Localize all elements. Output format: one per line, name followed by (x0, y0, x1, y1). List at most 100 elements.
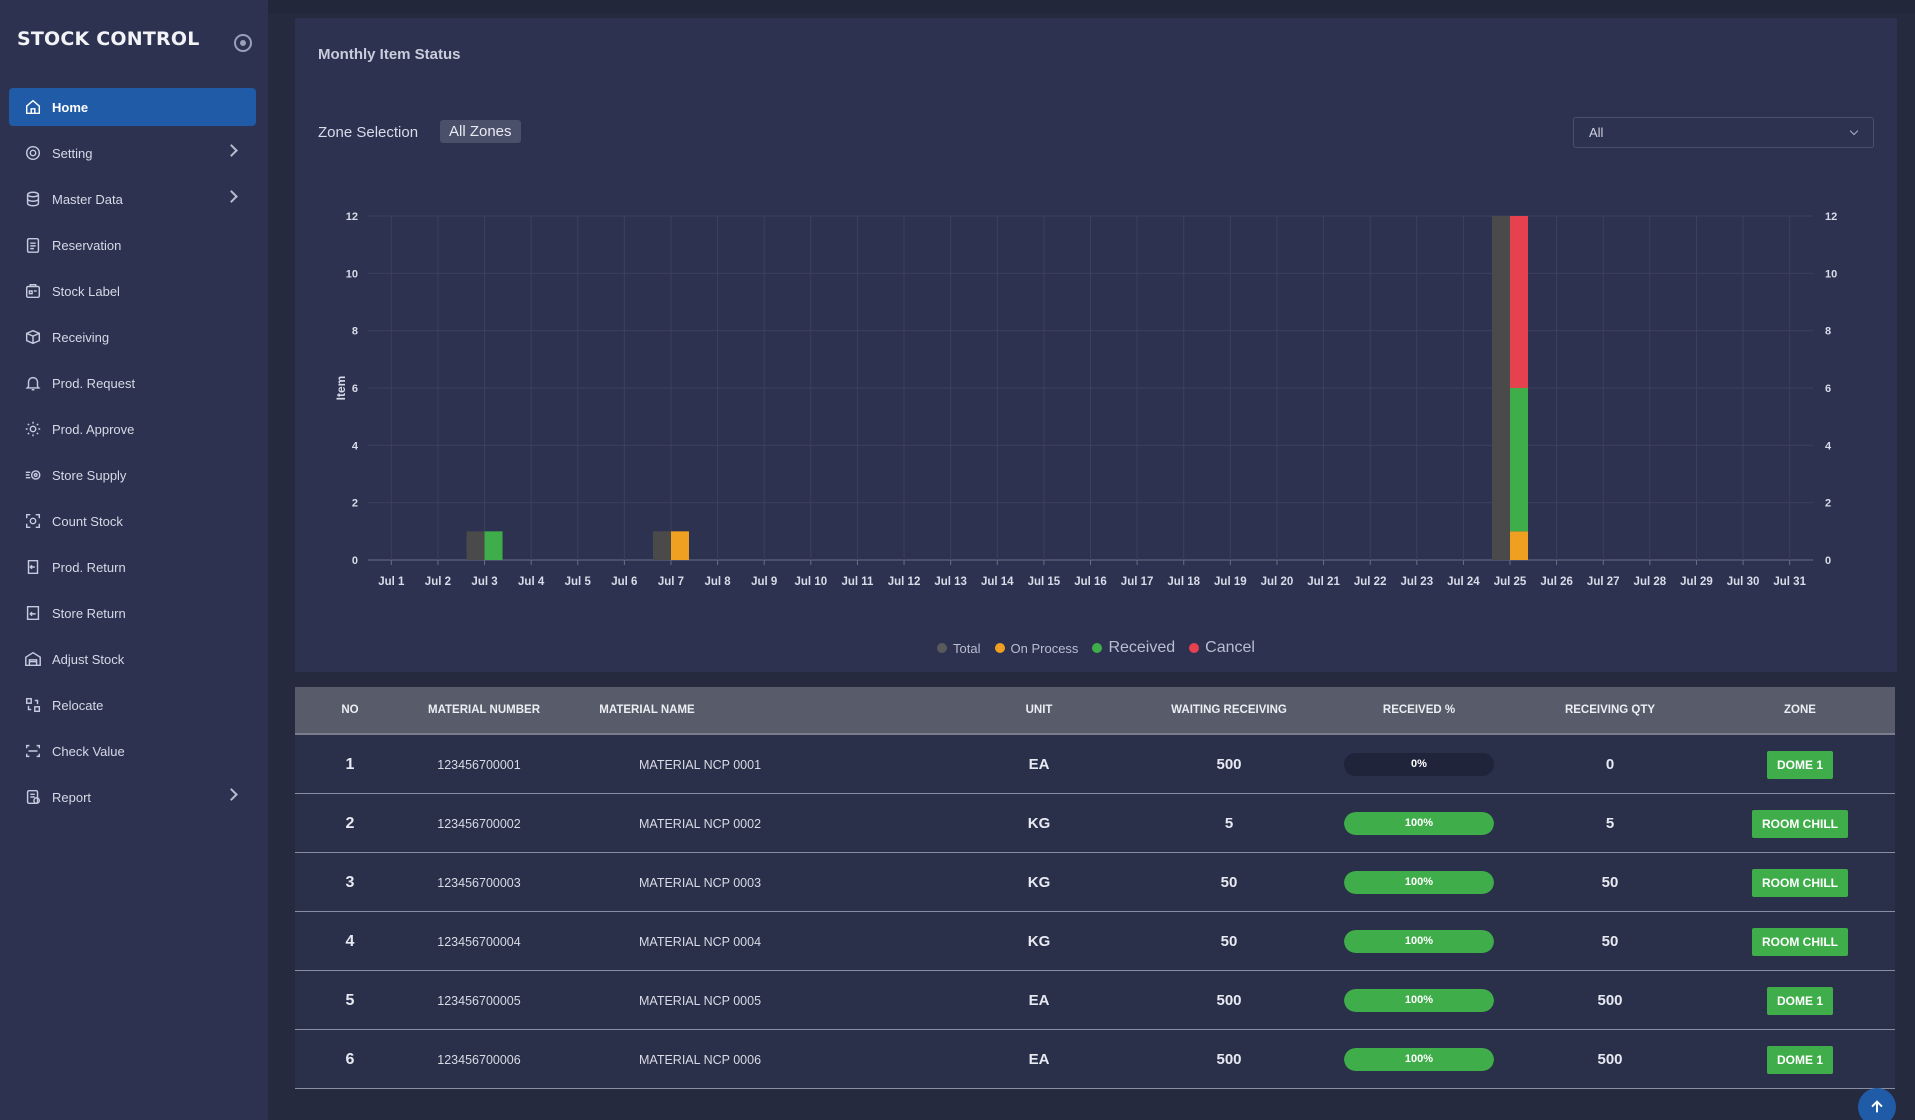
sidebar-toggle-icon[interactable] (234, 34, 252, 52)
table-row[interactable]: 2 123456700002 MATERIAL NCP 0002 KG 5 100% 5 RO… (295, 794, 1895, 853)
cell-received-percent: 0% (1324, 735, 1514, 794)
cell-no: 6 (345, 1050, 355, 1068)
progress-label: 100% (1404, 935, 1434, 947)
clipboard-icon (23, 235, 43, 255)
received-progress-bar: 100% (1344, 989, 1494, 1012)
scan-icon (23, 511, 43, 531)
y-tick-label: 0 (352, 555, 358, 567)
y-tick-label-right: 12 (1825, 211, 1837, 223)
legend-item-on-process[interactable]: On Process (994, 641, 1078, 656)
bell-icon (23, 373, 43, 393)
table-row[interactable]: 1 123456700001 MATERIAL NCP 0001 EA 500 0% 0 DO… (295, 735, 1895, 794)
column-header-unit[interactable]: UNIT (1025, 704, 1053, 716)
sidebar-item-relocate[interactable]: Relocate (9, 686, 256, 724)
y-tick-label-right: 0 (1825, 555, 1831, 567)
bar-on-process (670, 531, 689, 560)
table-row[interactable]: 3 123456700003 MATERIAL NCP 0003 KG 50 100% 50… (295, 853, 1895, 912)
scroll-to-top-button[interactable] (1858, 1088, 1896, 1120)
column-header-zone[interactable]: ZONE (1784, 704, 1816, 716)
sidebar-item-label: Count Stock (52, 513, 123, 529)
cell-material-name: MATERIAL NCP 0001 (639, 757, 762, 772)
x-tick-label: Jul 12 (888, 576, 921, 588)
sidebar-item-master-data[interactable]: Master Data (9, 180, 256, 218)
x-tick-label: Jul 23 (1400, 576, 1433, 588)
filter-select[interactable]: All (1573, 117, 1874, 148)
zone-selection-label: Zone Selection (318, 124, 419, 141)
table-row[interactable]: 6 123456700006 MATERIAL NCP 0006 EA 500 100% 5… (295, 1030, 1895, 1089)
column-header-received[interactable]: RECEIVED % (1382, 704, 1456, 716)
sidebar-item-label: Store Supply (52, 467, 127, 483)
legend-label: Received (1108, 639, 1176, 656)
sidebar-item-adjust-stock[interactable]: Adjust Stock (9, 640, 256, 678)
y-tick-label: 8 (352, 326, 358, 338)
cell-zone: DOME 1 (1715, 971, 1885, 1030)
legend-item-cancel[interactable]: Cancel (1189, 639, 1255, 657)
zone-badge: ROOM CHILL (1752, 868, 1848, 897)
bar-total (466, 531, 485, 560)
sidebar-item-setting[interactable]: Setting (9, 134, 256, 172)
column-header-waiting-receiving[interactable]: WAITING RECEIVING (1171, 704, 1287, 716)
sidebar-item-receiving[interactable]: Receiving (9, 318, 256, 356)
table-row[interactable]: 4 123456700004 MATERIAL NCP 0004 KG 50 100% 50… (295, 912, 1895, 971)
zone-badge: DOME 1 (1766, 986, 1833, 1015)
x-tick-label: Jul 15 (1028, 576, 1061, 588)
cell-zone: ROOM CHILL (1715, 912, 1885, 971)
sidebar-item-store-supply[interactable]: Store Supply (9, 456, 256, 494)
cell-received-percent: 100% (1324, 853, 1514, 912)
cell-material-name: MATERIAL NCP 0002 (639, 816, 762, 831)
sidebar-item-stock-label[interactable]: Stock Label (9, 272, 256, 310)
zone-badge: DOME 1 (1766, 1045, 1833, 1074)
sidebar-item-reservation[interactable]: Reservation (9, 226, 256, 264)
sidebar-item-prod-return[interactable]: Prod. Return (9, 548, 256, 586)
column-header-no[interactable]: NO (341, 704, 359, 716)
legend-swatch (1092, 643, 1103, 653)
sidebar-nav: Home Setting Master Data Reservation Stock L… (9, 88, 256, 824)
column-header-receiving-qty[interactable]: RECEIVING QTY (1564, 704, 1656, 716)
database-icon (23, 189, 43, 209)
chevron-right-icon (225, 190, 238, 203)
cell-no: 1 (345, 755, 355, 773)
x-tick-label: Jul 10 (795, 576, 828, 588)
table-row[interactable]: 5 123456700005 MATERIAL NCP 0005 EA 500 100% 5… (295, 971, 1895, 1030)
sidebar-item-label: Store Return (52, 605, 126, 621)
x-tick-label: Jul 9 (751, 576, 777, 588)
progress-fill (1344, 930, 1494, 953)
sidebar-item-home[interactable]: Home (9, 88, 256, 126)
legend-item-received[interactable]: Received (1092, 639, 1175, 657)
sidebar-item-prod-request[interactable]: Prod. Request (9, 364, 256, 402)
legend-item-total[interactable]: Total (937, 641, 981, 656)
cell-material-number: 123456700006 (437, 1052, 521, 1067)
x-tick-label: Jul 1 (378, 576, 405, 588)
y-tick-label: 12 (346, 211, 358, 223)
zone-badge: DOME 1 (1766, 750, 1833, 779)
cell-receiving-qty: 500 (1597, 1051, 1623, 1068)
cell-zone: DOME 1 (1715, 735, 1885, 794)
x-tick-label: Jul 30 (1727, 576, 1760, 588)
zone-selection-chip[interactable]: All Zones (440, 120, 521, 143)
cell-material-number: 123456700005 (437, 993, 521, 1008)
cell-received-percent: 100% (1324, 1030, 1514, 1089)
progress-fill (1344, 989, 1494, 1012)
sidebar-item-check-value[interactable]: Check Value (9, 732, 256, 770)
gear-icon (23, 143, 43, 163)
column-header-material-number[interactable]: MATERIAL NUMBER (427, 704, 540, 716)
bar-total (1492, 216, 1511, 560)
sidebar-item-prod-approve[interactable]: Prod. Approve (9, 410, 256, 448)
sidebar-item-label: Reservation (52, 237, 122, 253)
x-tick-label: Jul 22 (1354, 576, 1387, 588)
legend-swatch (937, 643, 948, 653)
x-tick-label: Jul 2 (425, 576, 451, 588)
x-tick-label: Jul 26 (1540, 576, 1573, 588)
progress-label: 100% (1404, 1053, 1434, 1065)
progress-label: 100% (1404, 817, 1434, 829)
warehouse-icon (23, 649, 43, 669)
sidebar-item-report[interactable]: Report (9, 778, 256, 816)
cell-unit: KG (1027, 933, 1051, 950)
sidebar-item-store-return[interactable]: Store Return (9, 594, 256, 632)
cell-unit: EA (1028, 992, 1050, 1009)
sidebar-item-count-stock[interactable]: Count Stock (9, 502, 256, 540)
zone-badge: ROOM CHILL (1752, 927, 1848, 956)
table-header: NO MATERIAL NUMBER MATERIAL NAME UNIT WAITIN… (295, 687, 1895, 735)
x-tick-label: Jul 8 (704, 576, 731, 588)
x-tick-label: Jul 17 (1121, 576, 1154, 588)
